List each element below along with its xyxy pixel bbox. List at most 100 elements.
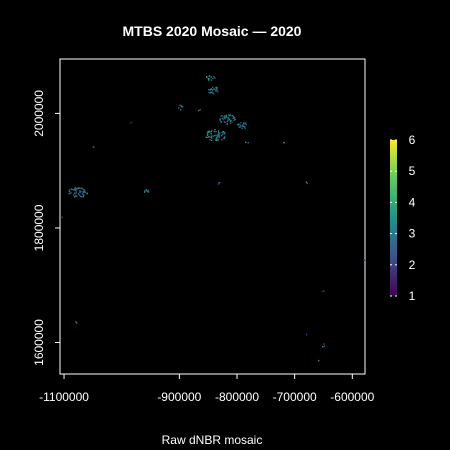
burn-pixel: [215, 88, 217, 90]
burn-pixel: [215, 138, 217, 140]
burn-pixel: [244, 122, 247, 125]
burn-pixel: [208, 130, 210, 132]
y-tick-label: 1800000: [32, 204, 46, 251]
burn-pixel: [76, 322, 78, 324]
burn-pixel: [225, 115, 227, 117]
burn-pixel: [233, 117, 235, 120]
burn-pixel: [210, 130, 212, 132]
burn-pixel: [207, 134, 209, 136]
colorbar: 1 2 3 4 5 6: [390, 133, 416, 303]
burn-pixel: [238, 126, 240, 128]
burn-pixel: [224, 115, 226, 117]
burn-pixel: [233, 119, 235, 122]
burn-pixel: [306, 182, 308, 184]
burn-pixel: [229, 120, 232, 122]
burn-pixel: [79, 191, 82, 193]
colorbar-tick-label: 4: [409, 195, 416, 209]
burn-pixel: [323, 343, 325, 345]
burn-pixel: [221, 135, 223, 137]
burn-pixel: [74, 188, 76, 190]
burn-pixel: [243, 123, 245, 125]
fire-patch-16: [283, 141, 285, 144]
burn-pixel: [81, 187, 83, 189]
burn-pixel: [72, 194, 75, 196]
burn-pixel: [181, 106, 184, 108]
burn-pixel: [228, 117, 230, 120]
burn-pixel: [146, 190, 148, 192]
burn-pixel: [92, 145, 94, 148]
y-tick-label: 1600000: [32, 319, 46, 366]
burn-pixel: [180, 109, 182, 111]
burn-pixel: [208, 136, 211, 138]
burn-pixel: [229, 114, 231, 116]
burn-pixel: [228, 119, 230, 121]
burn-pixel: [80, 196, 83, 198]
burn-pixel: [80, 190, 82, 192]
burn-pixel: [82, 188, 84, 190]
burn-pixel: [82, 191, 84, 193]
burn-pixel: [180, 105, 182, 108]
x-tick-label: -700000: [273, 390, 317, 404]
burn-pixel: [223, 137, 225, 140]
burn-pixel: [217, 183, 220, 185]
burn-pixel: [306, 333, 308, 335]
burn-pixel: [147, 191, 150, 193]
burn-pixel: [221, 139, 223, 141]
burn-pixel: [178, 107, 180, 109]
burn-pixel: [224, 136, 226, 138]
fire-patch-4: [219, 114, 236, 125]
fire-patch-11: [217, 181, 221, 185]
burn-pixel: [210, 91, 212, 93]
burn-pixel: [212, 77, 214, 80]
burn-pixel: [84, 190, 86, 192]
burn-pixel: [227, 116, 229, 118]
burn-pixel: [211, 137, 213, 139]
burn-pixel: [70, 192, 72, 194]
burn-pixel: [217, 130, 220, 132]
burn-pixel: [242, 124, 244, 126]
colorbar-tick-label: 1: [409, 289, 416, 303]
burn-pixel: [362, 259, 365, 261]
burn-pixel: [220, 121, 222, 123]
burn-pixel: [208, 75, 210, 77]
burn-pixel: [217, 91, 219, 93]
burn-pixel: [363, 259, 366, 261]
burn-pixel: [77, 187, 79, 189]
burn-pixel: [144, 191, 146, 193]
burn-pixel: [211, 139, 213, 142]
burn-pixel: [232, 117, 234, 119]
burn-pixel: [209, 139, 211, 141]
burn-pixel: [212, 92, 214, 94]
colorbar-tick-label: 5: [409, 164, 416, 178]
burn-pixel: [208, 89, 210, 91]
burn-pixel: [147, 190, 149, 192]
fire-patch-21: [129, 121, 133, 124]
burn-pixel: [83, 189, 85, 191]
burn-pixel: [208, 92, 210, 94]
burn-pixel: [221, 115, 223, 117]
burn-pixel: [239, 124, 241, 126]
colorbar-tick-label: 2: [409, 258, 416, 272]
burn-pixel: [214, 129, 216, 131]
fire-patch-9: [198, 109, 201, 112]
burn-pixel: [75, 190, 77, 192]
burn-pixel: [74, 195, 76, 197]
burn-pixel: [68, 189, 71, 191]
fire-patch-12: [321, 343, 326, 348]
burn-pixel: [217, 139, 220, 141]
burn-pixel: [208, 136, 210, 138]
burn-pixel: [318, 359, 320, 362]
burn-pixel: [321, 346, 324, 348]
burn-pixel: [245, 123, 247, 126]
burn-pixel: [238, 123, 240, 125]
burn-pixel: [225, 114, 227, 116]
fire-patch-15: [306, 333, 308, 336]
burn-pixel: [78, 194, 81, 196]
fire-patch-20: [321, 290, 325, 293]
burn-pixel: [73, 189, 75, 191]
burn-pixel: [223, 133, 226, 135]
fire-patch-1: [206, 75, 216, 81]
burn-pixel: [180, 105, 183, 107]
burn-pixel: [198, 110, 200, 112]
burn-pixel: [223, 136, 225, 139]
